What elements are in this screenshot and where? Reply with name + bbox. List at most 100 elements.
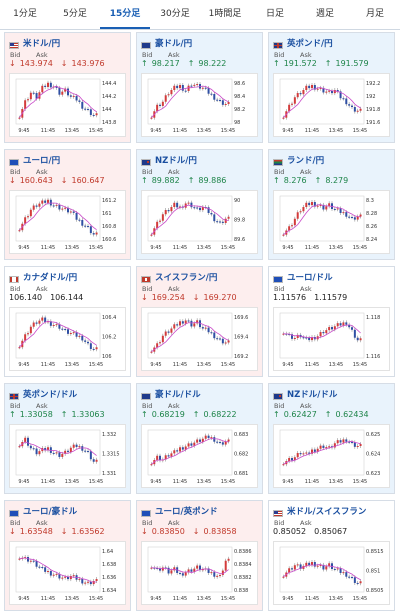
candle [193,207,196,209]
currency-pair-link[interactable]: カナダドル/円 [23,273,78,283]
currency-pair-link[interactable]: 英ポンド/円 [287,39,333,49]
candle [196,565,199,569]
candle [308,202,311,206]
rate-card[interactable]: スイスフラン/円 Bid Ask ↓ 169.254 ↓ 169.270 169.6 169.4… [136,266,263,377]
candle [196,207,199,209]
currency-pair-link[interactable]: ユーロ/英ポンド [155,507,218,517]
rate-card[interactable]: ユーロ/ドル Bid Ask 1.11576 1.11579 1.118 1.116 9:45… [268,266,395,377]
candle [336,568,339,570]
candle [213,572,216,577]
price-chart[interactable]: 0.625 0.624 0.623 9:45 11:45 13:45 15:45 [273,424,390,488]
y-tick-label: 106.4 [102,315,116,321]
price-chart[interactable]: 169.6 169.4 169.2 9:45 11:45 13:45 15:45 [141,307,258,371]
x-tick-label: 9:45 [18,596,29,602]
candle [190,85,193,87]
candle [81,578,84,584]
x-tick-label: 11:45 [305,128,319,134]
y-tick-label: 0.851 [366,569,380,575]
rate-card[interactable]: ユーロ/豪ドル Bid Ask ↓ 1.63548 ↓ 1.63562 1.64 1.638 1.… [4,500,131,611]
candle [288,104,291,112]
tab-1[interactable]: 5分足 [63,9,87,19]
price-chart[interactable]: 144.4 144.2 144 143.8 9:45 11:45 13:45 15:45 [9,73,126,137]
candle [78,335,81,337]
currency-pair-link[interactable]: 豪ドル/円 [155,39,193,49]
plot-frame [147,546,233,593]
currency-pair-link[interactable]: NZドル/ドル [287,390,338,400]
price-chart[interactable]: 161.2 161 160.8 160.6 9:45 11:45 13:45 15:45 [9,190,126,254]
candle [58,87,61,95]
price-chart[interactable]: 1.118 1.116 9:45 11:45 13:45 15:45 [273,307,390,371]
candle [213,332,216,339]
tab-0[interactable]: 1分足 [13,9,37,19]
currency-pair-link[interactable]: 英ポンド/ドル [23,390,78,400]
rate-card[interactable]: 豪ドル/ドル Bid Ask ↑ 0.68219 ↑ 0.68222 0.683 0.682 0.… [136,383,263,494]
currency-pair-link[interactable]: NZドル/円 [155,156,197,166]
candle [316,448,319,452]
candle [29,209,32,217]
rate-card[interactable]: ユーロ/円 Bid Ask ↓ 160.643 ↓ 160.647 161.2 161 160.8… [4,149,131,260]
card-header: NZドル/ドル [273,388,337,400]
rate-card[interactable]: カナダドル/円 Bid Ask 106.140 106.144 106.4 106.2 106… [4,266,131,377]
tab-7[interactable]: 月足 [365,9,384,19]
candle [282,234,285,236]
price-chart[interactable]: 1.64 1.638 1.636 1.634 9:45 11:45 13:45 15:45 [9,541,126,605]
rate-card[interactable]: 英ポンド/ドル Bid Ask ↑ 1.33058 ↑ 1.33063 1.332 1.3315… [4,383,131,494]
price-chart[interactable]: 1.332 1.3315 1.331 9:45 11:45 13:45 15:45 [9,424,126,488]
rate-card[interactable]: 豪ドル/円 Bid Ask ↑ 98.217 ↑ 98.222 98.6 98.4 98.2 98 9… [136,32,263,143]
bid-ask-values: ↑ 1.33058 ↑ 1.33063 [9,410,113,419]
tab-3[interactable]: 30分足 [160,9,190,19]
ask-label: Ask [300,402,312,410]
price-chart[interactable]: 90 89.8 89.6 9:45 11:45 13:45 15:45 [141,190,258,254]
rate-card[interactable]: ユーロ/英ポンド Bid Ask ↓ 0.83850 ↓ 0.83858 0.8386 0.83… [136,500,263,611]
price-chart[interactable]: 98.6 98.4 98.2 98 9:45 11:45 13:45 15:45 [141,73,258,137]
candle [161,101,164,106]
candle [38,320,41,324]
price-chart[interactable]: 0.683 0.682 0.681 9:45 11:45 13:45 15:45 [141,424,258,488]
currency-pair-link[interactable]: 米ドル/円 [23,39,61,49]
candle [216,575,219,577]
tab-4[interactable]: 1時間足 [208,9,242,19]
rate-card[interactable]: NZドル/ドル Bid Ask ↑ 0.62427 ↑ 0.62434 0.625 0.624 0… [268,383,395,494]
candle [288,568,291,573]
y-tick-label: 0.625 [366,432,380,438]
candle [227,558,230,561]
candle [302,90,305,95]
candle [339,208,342,213]
currency-pair-link[interactable]: ユーロ/豪ドル [23,507,78,517]
trend-arrow-icon: ↑ [141,410,148,419]
y-tick-label: 98.2 [234,107,245,113]
ask-value: ↑ 98.222 [187,59,227,68]
candle [32,205,35,210]
candle [224,103,227,105]
candle [348,576,351,578]
y-tick-label: 1.634 [102,588,116,594]
candle [311,337,313,341]
price-chart[interactable]: 106.4 106.2 106 9:45 11:45 13:45 15:45 [9,307,126,371]
currency-pair-link[interactable]: ユーロ/ドル [287,273,333,283]
price-chart[interactable]: 8.3 8.28 8.26 8.24 9:45 11:45 13:45 15:45 [273,190,390,254]
currency-pair-link[interactable]: 豪ドル/ドル [155,390,201,400]
tab-6[interactable]: 週足 [315,9,334,19]
currency-pair-link[interactable]: 米ドル/スイスフラン [287,507,367,517]
rate-card[interactable]: 米ドル/スイスフラン Bid Ask 0.85052 0.85067 0.8515 0.85… [268,500,395,611]
rate-card[interactable]: 英ポンド/円 Bid Ask ↑ 191.572 ↑ 191.579 192.2 192 191.… [268,32,395,143]
rate-card[interactable]: NZドル/円 Bid Ask ↑ 89.882 ↑ 89.886 90 89.8 89.6 9:45… [136,149,263,260]
rate-card[interactable]: 米ドル/円 Bid Ask ↓ 143.974 ↓ 143.976 144.4 144.2 144… [4,32,131,143]
price-chart[interactable]: 192.2 192 191.8 191.6 9:45 11:45 13:45 15:45 [273,73,390,137]
x-tick-label: 9:45 [18,245,29,251]
x-tick-label: 9:45 [282,362,293,368]
candle [221,570,224,576]
candle [316,88,319,90]
bid-ask-labels: Bid Ask [142,519,194,527]
tab-5[interactable]: 日足 [265,9,284,19]
price-chart[interactable]: 0.8386 0.8384 0.8382 0.838 9:45 11:45 13:45 15:… [141,541,258,605]
price-chart[interactable]: 0.8515 0.851 0.8505 9:45 11:45 13:45 15:45 [273,541,390,605]
rate-card[interactable]: ランド/円 Bid Ask ↑ 8.276 ↑ 8.279 8.3 8.28 8.26 8.24 9:… [268,149,395,260]
candle [18,446,21,448]
currency-pair-link[interactable]: ランド/円 [287,156,325,166]
currency-pair-link[interactable]: ユーロ/円 [23,156,61,166]
tab-2[interactable]: 15分足 [100,0,150,29]
y-tick-label: 106.2 [102,335,116,341]
currency-pair-link[interactable]: スイスフラン/円 [155,273,218,283]
candle [184,572,187,576]
